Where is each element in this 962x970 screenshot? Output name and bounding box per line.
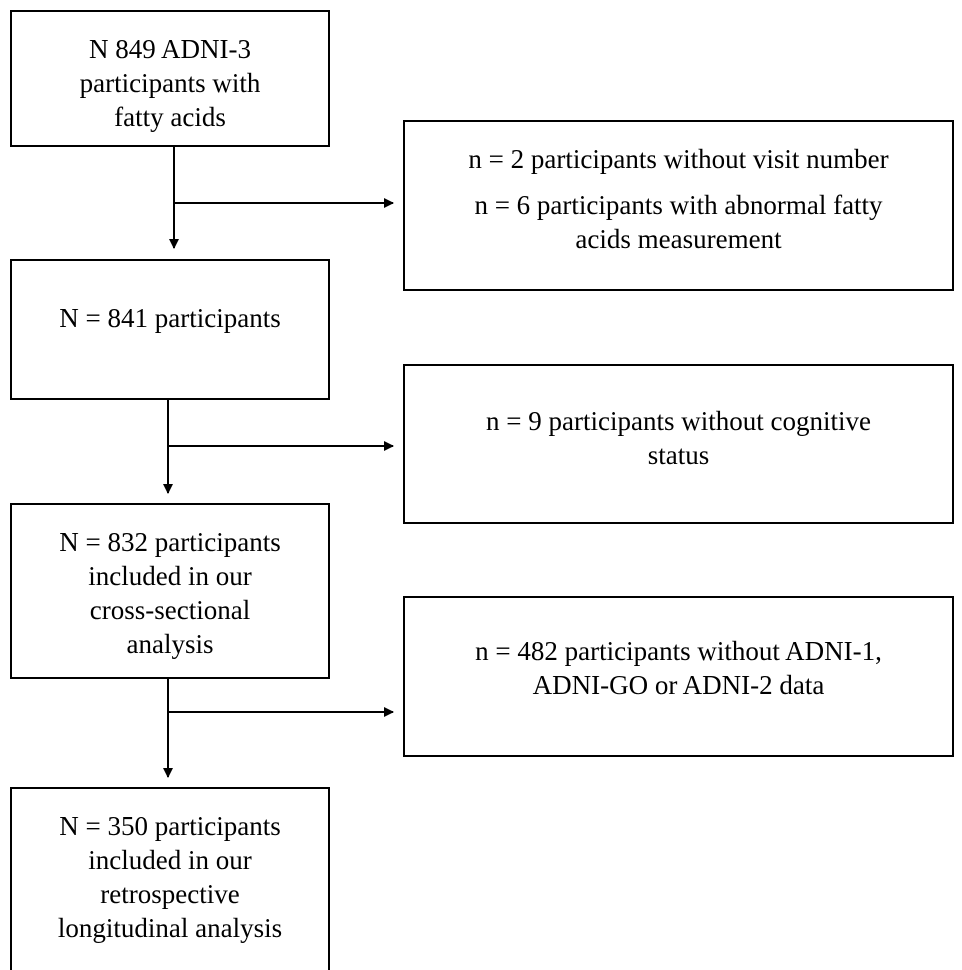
box-text-line: included in our — [88, 845, 252, 875]
flow-box-step-2: N = 841 participants — [10, 259, 330, 400]
flow-box-initial: N 849 ADNI-3 participants with fatty aci… — [10, 10, 330, 147]
exclusion-text-line: n = 6 participants with abnormal fatty — [474, 190, 883, 220]
box-text-line: fatty acids — [114, 102, 226, 132]
box-text-line: analysis — [126, 629, 214, 659]
box-text-line: N = 832 participants — [59, 527, 281, 557]
box-text-line: N 849 ADNI-3 — [89, 34, 251, 64]
exclusion-text-line: n = 9 participants without cognitive — [486, 406, 871, 436]
flow-box-longitudinal: N = 350 participants included in our ret… — [10, 787, 330, 970]
exclusion-text-line: acids measurement — [575, 224, 782, 254]
box-text-line: N = 350 participants — [59, 811, 281, 841]
box-text-line: participants with — [79, 68, 261, 98]
exclusion-box-1: n = 2 participants without visit number … — [403, 120, 954, 291]
flow-box-cross-sectional: N = 832 participants included in our cro… — [10, 503, 330, 679]
exclusion-text-line: n = 2 participants without visit number — [468, 144, 889, 174]
exclusion-box-2: n = 9 participants without cognitive sta… — [403, 364, 954, 524]
exclusion-text-line: ADNI-GO or ADNI-2 data — [532, 670, 825, 700]
box-text-line: included in our — [88, 561, 252, 591]
box-text-line: retrospective — [100, 879, 240, 909]
exclusion-box-3: n = 482 participants without ADNI-1, ADN… — [403, 596, 954, 757]
box-text-line: cross-sectional — [89, 595, 251, 625]
exclusion-text-line: status — [647, 440, 710, 470]
exclusion-text-line: n = 482 participants without ADNI-1, — [475, 636, 882, 666]
box-text-line: longitudinal analysis — [57, 913, 283, 943]
box-text-line: N = 841 participants — [59, 303, 281, 333]
